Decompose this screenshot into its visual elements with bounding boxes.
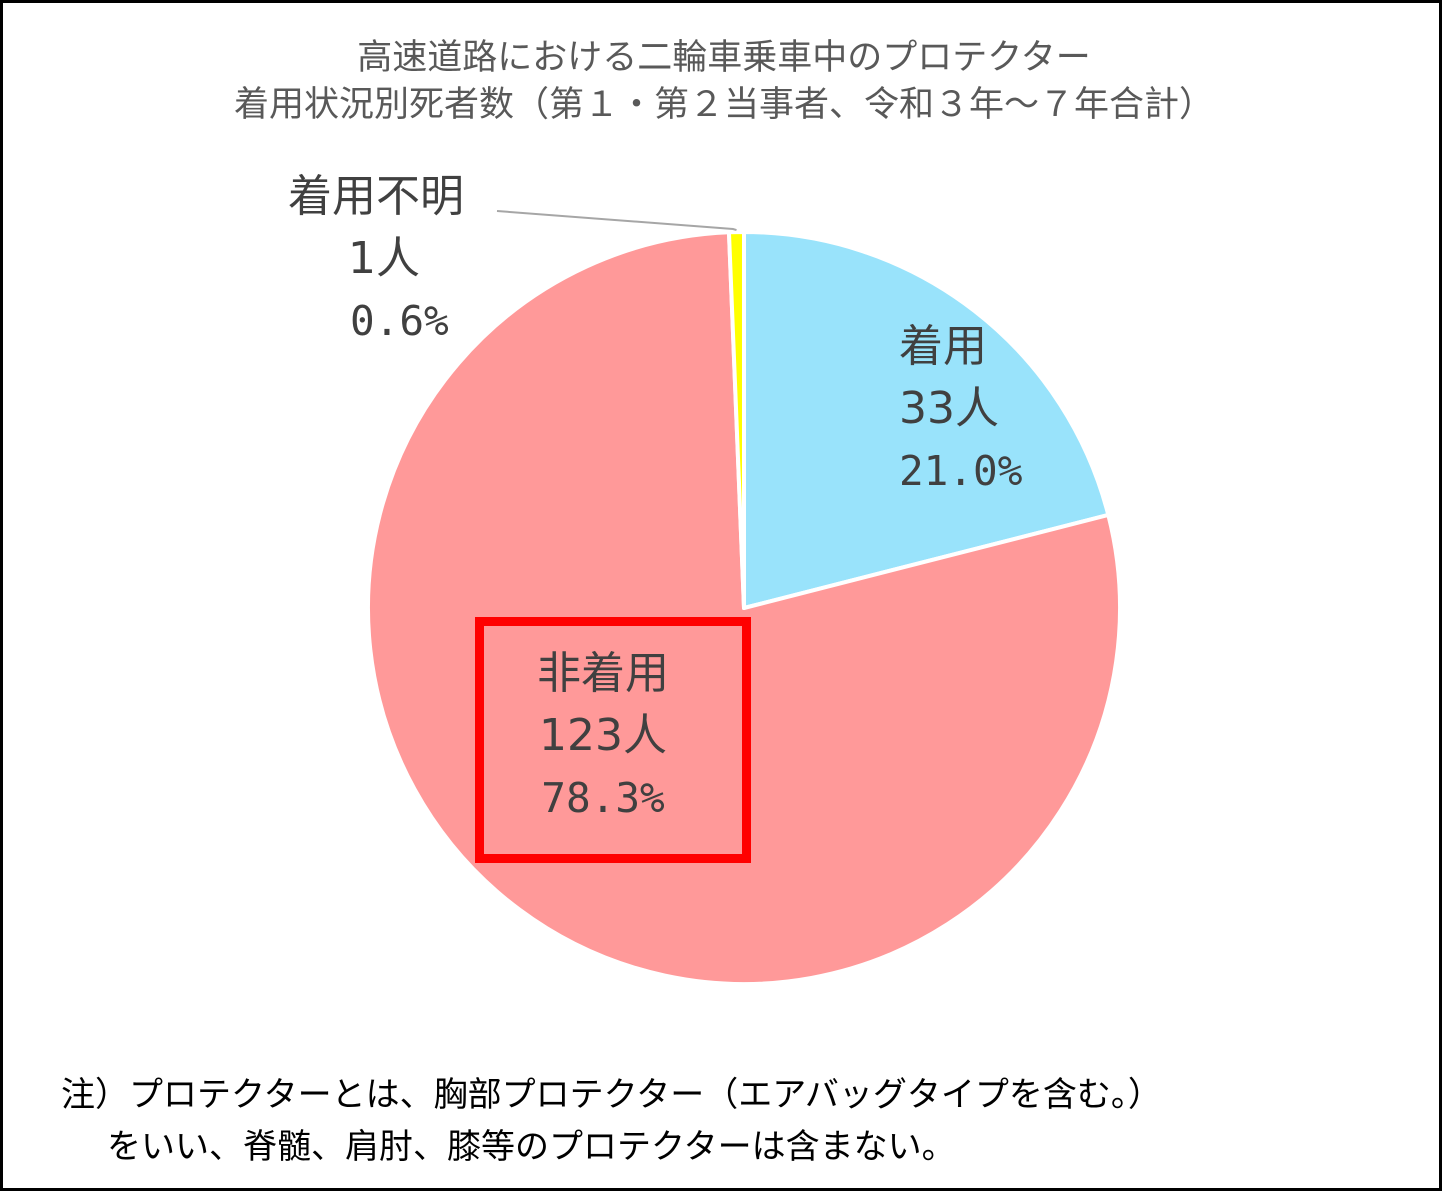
pie-slice-unknown: [726, 229, 746, 610]
slice-label-unknown-percent: 0.6%: [350, 297, 449, 345]
slice-label-wear-name: 着用: [899, 321, 987, 372]
chart-title-line1: 高速道路における二輪車乗車中のプロテクター: [357, 38, 1091, 78]
slice-label-unknown-name: 着用不明: [288, 171, 464, 222]
slice-label-unknown-count: 1人: [348, 233, 420, 284]
chart-title: 高速道路における二輪車乗車中のプロテクター 着用状況別死者数（第１・第２当事者、…: [3, 35, 1439, 129]
slice-label-unknown: 着用不明 1人 0.6%: [288, 166, 464, 352]
pie-chart: [366, 210, 1122, 986]
slice-label-wear-percent: 21.0%: [899, 447, 1023, 495]
slice-label-nonwear-count: 123人: [539, 710, 667, 761]
slice-label-wear-count: 33人: [899, 383, 999, 434]
slice-label-wear: 着用 33人 21.0%: [899, 316, 1022, 502]
slice-label-nonwear-percent: 78.3%: [541, 774, 665, 822]
slice-label-nonwear: 非着用 123人 78.3%: [537, 643, 669, 829]
footnote-line1: 注）プロテクターとは、胸部プロテクター（エアバッグタイプを含む。）: [61, 1075, 1162, 1115]
footnote: 注）プロテクターとは、胸部プロテクター（エアバッグタイプを含む。） をいい、脊髄…: [61, 1069, 1421, 1173]
chart-title-line2: 着用状況別死者数（第１・第２当事者、令和３年～７年合計）: [233, 85, 1214, 125]
footnote-line2: をいい、脊髄、肩肘、膝等のプロテクターは含まない。: [107, 1127, 956, 1167]
slice-label-nonwear-name: 非着用: [537, 648, 669, 699]
pie-slice-wear: [742, 230, 1111, 610]
highlight-box: [475, 617, 751, 863]
leader-line-unknown: [496, 210, 737, 232]
